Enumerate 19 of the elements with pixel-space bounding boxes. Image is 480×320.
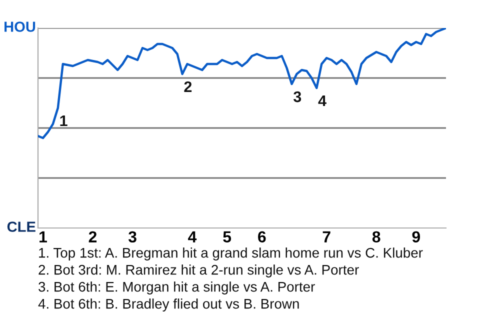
text: 2. Bot 3rd: M. Ramirez hit a 2-run single vs A. Porter (38, 264, 359, 278)
x-tick-label: 8 (372, 231, 380, 243)
text: 3. Bot 6th: E. Morgan hit a single vs A. Porter (38, 282, 315, 294)
x-tick-label: 3 (128, 231, 136, 243)
text: 4. Bot 6th: B. Bradley flied out vs B. Brown (38, 298, 299, 312)
x-tick-label: 5 (223, 231, 232, 243)
text: CLE (7, 222, 36, 232)
annotation: 2 (184, 81, 192, 92)
annotation: 1 (60, 116, 68, 126)
x-tick-label: 1 (40, 231, 47, 242)
annotation: 4 (318, 96, 326, 106)
x-tick-label: 9 (412, 231, 420, 243)
x-tick-label: 4 (188, 231, 197, 242)
text: HOU (4, 22, 36, 32)
x-tick-label: 6 (258, 231, 266, 243)
x-tick-label: 2 (88, 231, 97, 242)
text: 1. Top 1st: A. Bregman hit a grand slam home run vs C. Kluber (39, 248, 423, 260)
annotation: 3 (293, 91, 302, 102)
x-tick-label: 7 (322, 231, 330, 242)
